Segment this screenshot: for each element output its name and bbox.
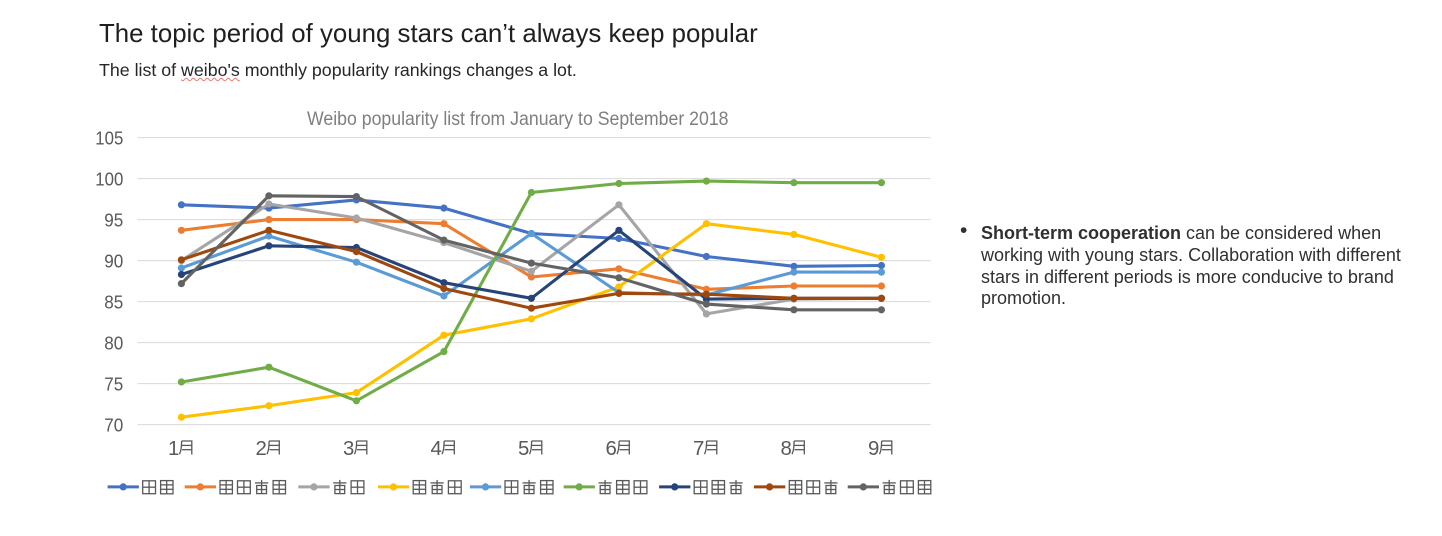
svg-text:2: 2 xyxy=(256,438,267,460)
svg-text:70: 70 xyxy=(104,415,123,436)
svg-text:5: 5 xyxy=(518,438,529,460)
svg-text:6: 6 xyxy=(606,438,617,460)
svg-text:7: 7 xyxy=(693,438,704,460)
svg-text:105: 105 xyxy=(95,128,123,149)
svg-text:Weibo popularity list from Jan: Weibo popularity list from January to Se… xyxy=(307,108,729,130)
svg-text:75: 75 xyxy=(104,374,123,395)
svg-text:80: 80 xyxy=(104,333,123,354)
svg-text:4: 4 xyxy=(431,438,442,460)
svg-text:8: 8 xyxy=(781,438,792,460)
svg-text:90: 90 xyxy=(104,251,123,272)
svg-text:3: 3 xyxy=(343,438,354,460)
svg-text:95: 95 xyxy=(104,210,123,231)
svg-text:9: 9 xyxy=(868,438,879,460)
svg-text:85: 85 xyxy=(104,292,123,313)
svg-text:1: 1 xyxy=(168,438,179,460)
svg-text:100: 100 xyxy=(95,169,123,190)
